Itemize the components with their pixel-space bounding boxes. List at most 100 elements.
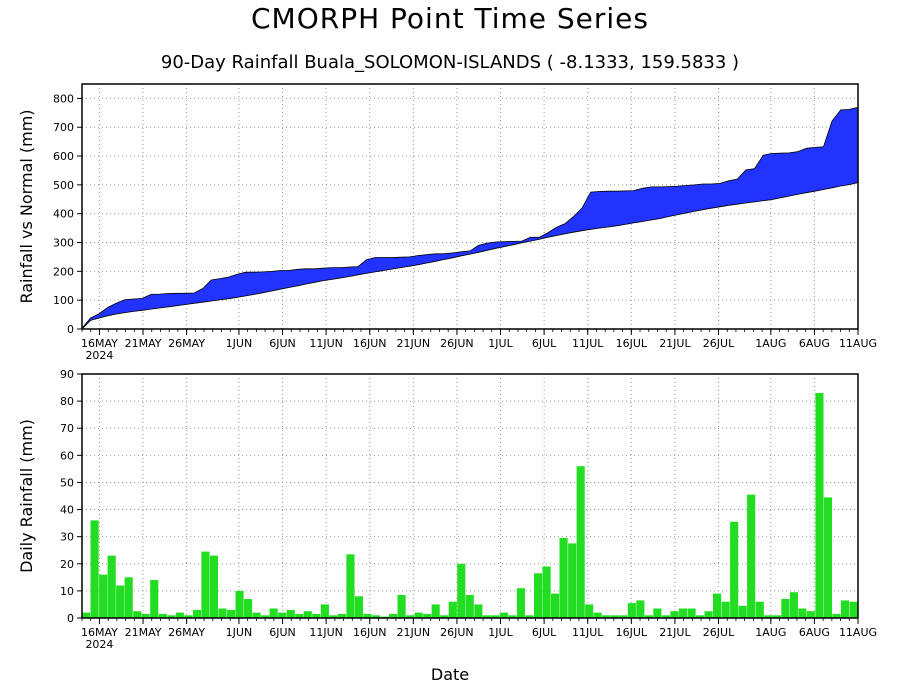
x-tick-label: 16JUL xyxy=(616,626,648,639)
daily-rainfall-bar xyxy=(209,555,219,618)
rainfall-vs-normal-area xyxy=(82,107,858,329)
daily-rainfall-bar xyxy=(397,595,406,618)
daily-rainfall-bar xyxy=(82,612,91,618)
x-tick-label: 6AUG xyxy=(799,626,830,639)
daily-rainfall-bar xyxy=(218,608,227,618)
daily-rainfall-bar xyxy=(235,590,244,618)
daily-rainfall-bar xyxy=(516,588,526,618)
daily-rainfall-bar xyxy=(150,580,159,618)
daily-rainfall-bar xyxy=(789,592,798,618)
y-tick-label: 30 xyxy=(60,531,74,544)
x-tick-label: 21JUL xyxy=(659,626,691,639)
x-tick-label: 11AUG xyxy=(839,626,877,639)
x-tick-label: 21MAY xyxy=(125,337,162,350)
daily-rainfall-bar xyxy=(337,613,346,618)
daily-rainfall-bar xyxy=(474,604,483,618)
panel-2: 0 10 20 30 40 50 60 70 80 90 16MAY 21MAY 26MAY 1JUN 6J… xyxy=(17,368,877,651)
daily-rainfall-bar xyxy=(610,615,619,618)
x-tick-label: 11JUL xyxy=(572,337,604,350)
x-tick-label: 1AUG xyxy=(755,337,786,350)
daily-rainfall-bar xyxy=(806,611,815,618)
daily-rainfall-bar xyxy=(295,613,304,618)
daily-rainfall-bar xyxy=(508,615,517,618)
x-tick-label: 1JUL xyxy=(488,337,513,350)
daily-rainfall-bar xyxy=(738,605,747,618)
daily-rainfall-bar xyxy=(832,613,841,618)
daily-rainfall-bar xyxy=(371,615,381,618)
x-tick-label: 1JUL xyxy=(488,626,513,639)
y-tick-label: 400 xyxy=(53,208,74,221)
daily-rainfall-bar xyxy=(593,612,602,618)
daily-rainfall-bar xyxy=(312,613,321,618)
y-tick-label: 40 xyxy=(60,504,74,517)
daily-rainfall-bar xyxy=(542,566,551,618)
daily-rainfall-bar xyxy=(678,608,688,618)
y-tick-label: 100 xyxy=(53,294,74,307)
x-tick-label: 26MAY xyxy=(168,626,205,639)
y-tick-label: 800 xyxy=(53,92,74,105)
daily-rainfall-bar xyxy=(687,608,696,618)
normal-cumulative-line xyxy=(81,182,859,330)
y-tick-label: 20 xyxy=(60,558,74,571)
daily-rainfall-bar xyxy=(175,612,184,618)
daily-rainfall-bar xyxy=(448,601,457,618)
daily-rainfall-bar xyxy=(670,611,679,618)
x-tick-label: 21MAY xyxy=(125,626,162,639)
x-tick-label: 16JUN xyxy=(353,337,387,350)
daily-rainfall-bar xyxy=(167,615,176,618)
x-tick-label: 21JUN xyxy=(397,337,431,350)
daily-rainfall-bar xyxy=(423,613,432,618)
daily-rainfall-bar xyxy=(363,613,372,618)
daily-rainfall-bar xyxy=(730,521,739,618)
daily-rainfall-bar xyxy=(568,543,577,618)
daily-rainfall-bar xyxy=(491,615,500,618)
daily-rainfall-bar xyxy=(653,608,662,618)
daily-rainfall-bar xyxy=(329,615,338,618)
daily-rainfall-bar xyxy=(644,615,653,618)
y-axis-label: Rainfall vs Normal (mm) xyxy=(17,109,36,303)
daily-rainfall-bar xyxy=(346,554,355,618)
plot-frame xyxy=(81,373,859,619)
y-tick-label: 0 xyxy=(67,612,74,625)
observed-cumulative-line xyxy=(81,106,859,329)
y-tick-label: 10 xyxy=(60,585,74,598)
daily-rainfall-bar xyxy=(534,573,543,618)
daily-rainfall-bar xyxy=(602,615,611,618)
daily-rainfall-bar xyxy=(482,615,491,618)
daily-rainfall-bar xyxy=(133,611,142,618)
daily-rainfall-bar xyxy=(244,599,253,618)
x-tick-label: 1AUG xyxy=(755,626,786,639)
x-tick-label: 11JUN xyxy=(309,337,343,350)
y-tick-label: 50 xyxy=(60,476,74,489)
daily-rainfall-bar xyxy=(627,603,636,618)
daily-rainfall-bar xyxy=(798,608,807,618)
daily-rainfall-bar xyxy=(815,393,824,618)
y-tick-label: 70 xyxy=(60,422,74,435)
daily-rainfall-bar xyxy=(124,577,133,618)
daily-rainfall-bar xyxy=(457,563,466,618)
chart-title: CMORPH Point Time Series xyxy=(251,2,649,35)
x-tick-label: 16JUL xyxy=(616,337,648,350)
daily-rainfall-bar xyxy=(781,599,790,618)
daily-rainfall-bar xyxy=(116,585,125,618)
x-tick-label: 21JUN xyxy=(397,626,431,639)
x-tick-label: 11JUL xyxy=(572,626,604,639)
x-tick-label: 26MAY xyxy=(168,337,205,350)
daily-rainfall-bar xyxy=(551,593,560,618)
x-tick-label: 16MAY xyxy=(81,626,118,639)
x-year-label: 2024 xyxy=(85,638,113,651)
y-tick-label: 0 xyxy=(67,323,74,336)
daily-rainfall-bar xyxy=(525,615,534,618)
daily-rainfall-bar xyxy=(184,615,193,618)
daily-rainfall-bar xyxy=(261,615,270,618)
daily-rainfall-bar xyxy=(354,596,364,618)
daily-rainfall-bar xyxy=(747,494,756,618)
x-year-label: 2024 xyxy=(85,349,113,362)
plot-frame xyxy=(81,83,859,330)
daily-rainfall-bar xyxy=(823,497,833,618)
y-tick-label: 60 xyxy=(60,449,74,462)
daily-rainfall-bar xyxy=(303,611,312,618)
daily-rainfall-bar xyxy=(764,615,773,618)
daily-rainfall-bar xyxy=(576,466,585,618)
